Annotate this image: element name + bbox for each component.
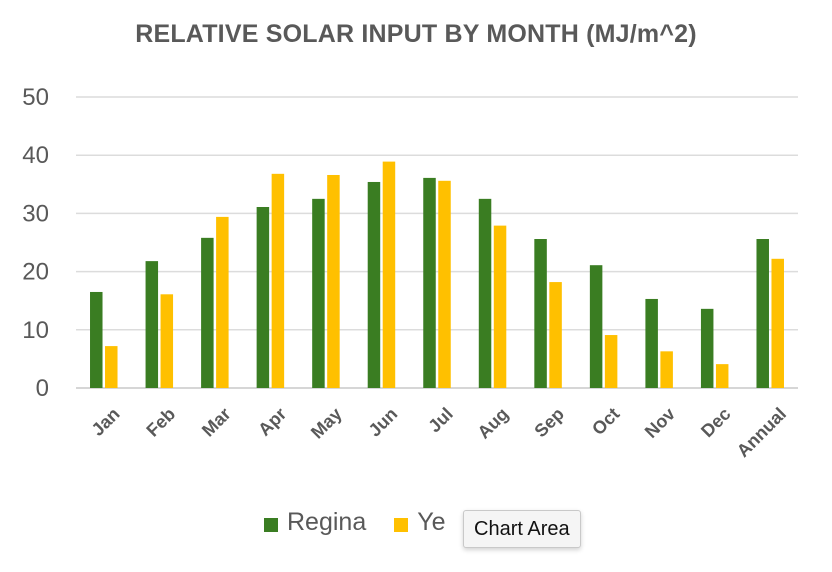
bar-yellowknife-oct[interactable] [604, 335, 618, 388]
bar-regina-feb[interactable] [145, 261, 159, 388]
x-axis: Jan Feb Mar Apr May Jun Jul Aug Sep Oct Nov DecAnnu… [88, 404, 791, 461]
bar-yellowknife-sep[interactable] [549, 282, 562, 388]
x-tick-label-dec: Dec [697, 404, 734, 441]
x-tick-label-nov: Nov [641, 404, 679, 442]
bar-regina-jan[interactable] [90, 291, 103, 388]
bar-regina-dec[interactable] [700, 308, 714, 388]
legend-label-yellowknife: Ye [417, 508, 446, 536]
bar-yellowknife-dec[interactable] [715, 364, 729, 388]
bar-regina-apr[interactable] [256, 206, 270, 388]
bar-yellowknife-jan[interactable] [105, 346, 118, 388]
legend-label-regina: Regina [287, 508, 367, 536]
bar-yellowknife-jun[interactable] [382, 161, 396, 388]
bar-regina-aug[interactable] [478, 198, 492, 388]
chart-area-tooltip: Chart Area [463, 510, 581, 548]
legend-swatch-yellowknife [394, 517, 409, 532]
bar-regina-nov[interactable] [645, 298, 658, 388]
bar-yellowknife-jul[interactable] [438, 180, 451, 388]
y-tick-label-50: 50 [22, 84, 49, 111]
bar-yellowknife-annual[interactable] [771, 258, 784, 388]
y-axis: 0 10 20 30 40 50 [22, 84, 49, 402]
bar-yellowknife-nov[interactable] [660, 351, 673, 388]
x-tick-label-may: May [307, 404, 346, 443]
bar-yellowknife-apr[interactable] [271, 173, 285, 388]
x-tick-label-sep: Sep [530, 404, 567, 441]
x-tick-label-jun: Jun [365, 404, 402, 441]
legend-item-yellowknife[interactable]: Ye [394, 508, 446, 537]
bar-regina-annual[interactable] [756, 239, 769, 388]
y-tick-label-10: 10 [22, 317, 49, 344]
bars [90, 161, 784, 388]
bar-yellowknife-may[interactable] [327, 174, 340, 388]
y-tick-label-30: 30 [22, 200, 49, 227]
bar-regina-sep[interactable] [534, 239, 547, 388]
y-tick-label-20: 20 [22, 259, 49, 286]
bar-regina-jun[interactable] [367, 181, 381, 388]
bar-yellowknife-feb[interactable] [160, 294, 174, 388]
chart-title: RELATIVE SOLAR INPUT BY MONTH (MJ/m^2) [135, 20, 697, 48]
bar-regina-jul[interactable] [423, 177, 436, 388]
x-tick-label-mar: Mar [198, 404, 235, 441]
x-tick-label-oct: Oct [588, 404, 623, 439]
gridlines [76, 96, 798, 389]
bar-regina-may[interactable] [312, 198, 325, 388]
bar-yellowknife-aug[interactable] [493, 225, 507, 388]
bar-regina-oct[interactable] [589, 265, 603, 388]
x-tick-label-apr: Apr [254, 404, 290, 440]
legend-item-regina[interactable]: Regina [264, 508, 366, 537]
legend[interactable]: Regina Ye [264, 508, 474, 537]
y-tick-label-0: 0 [36, 375, 49, 402]
x-tick-label-annual: Annual [733, 404, 790, 461]
y-tick-label-40: 40 [22, 142, 49, 169]
bar-regina-mar[interactable] [201, 237, 214, 388]
x-tick-label-jan: Jan [88, 404, 124, 440]
bar-yellowknife-mar[interactable] [216, 216, 229, 388]
x-tick-label-aug: Aug [474, 404, 513, 443]
legend-swatch-regina [264, 517, 278, 532]
x-tick-label-feb: Feb [142, 404, 179, 441]
x-tick-label-jul: Jul [424, 404, 457, 437]
